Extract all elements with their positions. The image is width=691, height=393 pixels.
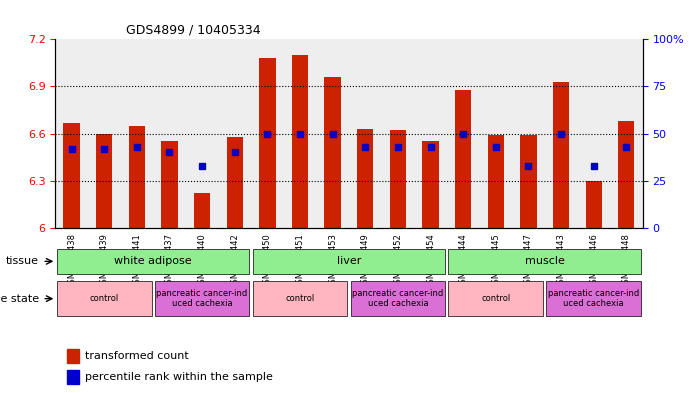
Text: GDS4899 / 10405334: GDS4899 / 10405334 (126, 24, 261, 37)
Text: transformed count: transformed count (84, 351, 189, 361)
Text: control: control (481, 294, 511, 303)
Text: disease state: disease state (0, 294, 39, 304)
Bar (325, 77, 341, 228)
FancyBboxPatch shape (57, 281, 151, 316)
Bar (161, 141, 178, 228)
Text: white adipose: white adipose (114, 256, 192, 266)
Text: tissue: tissue (6, 256, 39, 266)
Bar (455, 90, 471, 228)
Bar (618, 121, 634, 228)
Bar (67, 370, 79, 384)
Bar (96, 134, 113, 228)
Bar (194, 193, 210, 228)
Bar (227, 137, 243, 228)
FancyBboxPatch shape (253, 249, 445, 274)
Bar (292, 55, 308, 228)
Text: liver: liver (337, 256, 361, 266)
Text: control: control (90, 294, 119, 303)
Text: percentile rank within the sample: percentile rank within the sample (84, 372, 272, 382)
Text: pancreatic cancer-ind
uced cachexia: pancreatic cancer-ind uced cachexia (352, 289, 444, 309)
Text: pancreatic cancer-ind
uced cachexia: pancreatic cancer-ind uced cachexia (548, 289, 639, 309)
Bar (488, 135, 504, 228)
FancyBboxPatch shape (155, 281, 249, 316)
Text: control: control (285, 294, 314, 303)
Bar (259, 58, 276, 228)
Bar (390, 130, 406, 228)
FancyBboxPatch shape (448, 249, 641, 274)
FancyBboxPatch shape (57, 249, 249, 274)
FancyBboxPatch shape (350, 281, 445, 316)
Text: pancreatic cancer-ind
uced cachexia: pancreatic cancer-ind uced cachexia (156, 289, 248, 309)
Bar (64, 123, 79, 228)
Bar (422, 141, 439, 228)
Text: muscle: muscle (524, 256, 565, 266)
FancyBboxPatch shape (448, 281, 543, 316)
Bar (520, 135, 537, 228)
Bar (553, 82, 569, 228)
Bar (585, 181, 602, 228)
Bar (67, 349, 79, 363)
FancyBboxPatch shape (253, 281, 348, 316)
Bar (129, 126, 145, 228)
Bar (357, 129, 373, 228)
FancyBboxPatch shape (547, 281, 641, 316)
